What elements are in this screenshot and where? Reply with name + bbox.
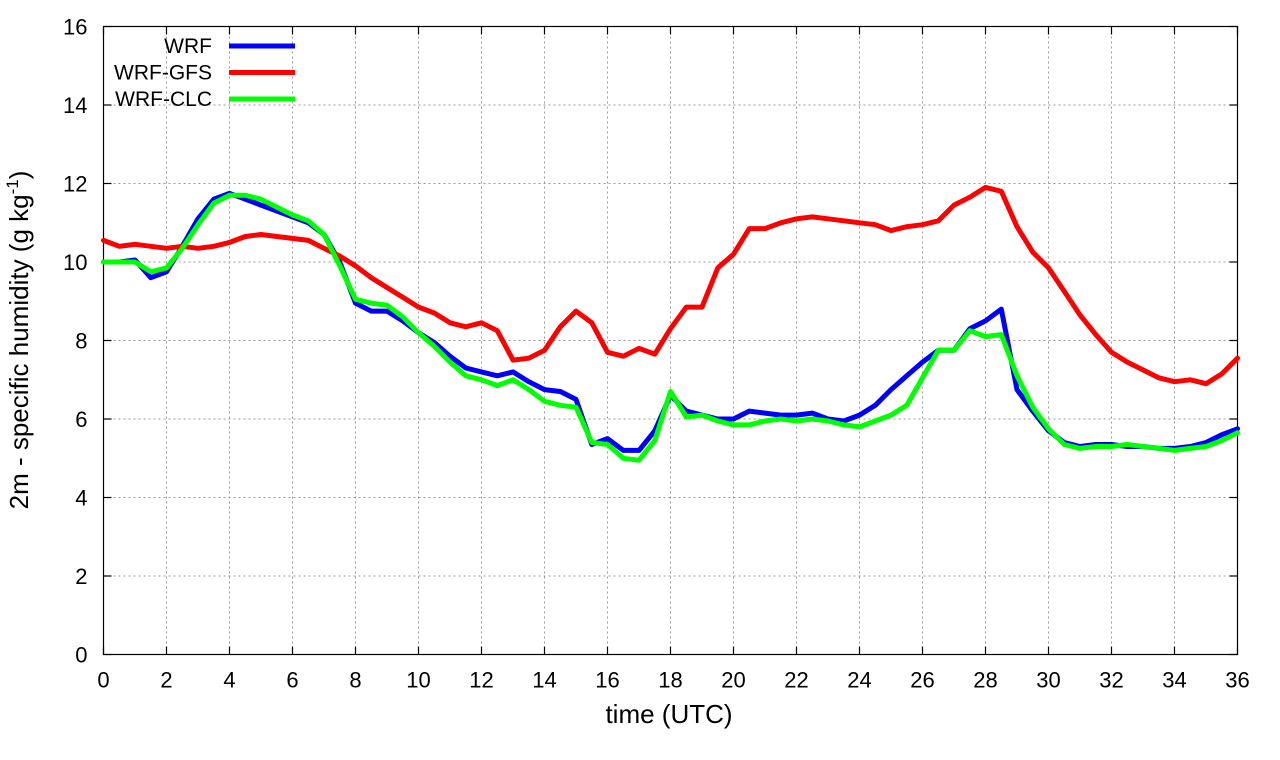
y-tick-label: 12 [63,172,87,197]
x-tick-label: 6 [286,668,298,693]
legend-label: WRF [164,35,212,58]
x-tick-label: 20 [721,668,745,693]
x-tick-label: 12 [469,668,493,693]
x-tick-label: 30 [1036,668,1060,693]
x-tick-label: 0 [97,668,109,693]
x-tick-label: 26 [910,668,934,693]
x-tick-label: 14 [532,668,556,693]
y-axis-title-main: 2m - specific humidity (g kg [4,194,34,509]
y-tick-label: 4 [75,486,87,511]
legend-item-wrf-gfs: WRF-GFS [114,62,295,85]
y-tick-label: 0 [75,643,87,668]
legend: WRF WRF-GFS WRF-CLC [114,35,295,111]
legend-label: WRF-CLC [115,88,212,111]
x-tick-label: 36 [1225,668,1249,693]
x-tick-label: 8 [349,668,361,693]
legend-label: WRF-GFS [114,62,212,85]
x-tick-label: 22 [784,668,808,693]
x-tick-label: 18 [658,668,682,693]
y-tick-label: 14 [63,93,87,118]
x-tick-labels: 0 2 4 6 8 10 12 14 16 18 20 22 24 26 28 30 32 34 36 [97,668,1249,693]
x-tick-label: 24 [847,668,871,693]
grid-lines [104,27,1238,655]
x-tick-label: 34 [1162,668,1186,693]
x-tick-label: 2 [160,668,172,693]
x-tick-label: 16 [595,668,619,693]
y-tick-label: 10 [63,250,87,275]
y-axis-title-superscript: -1 [3,179,22,194]
y-axis-title: 2m - specific humidity (g kg-1) [3,171,34,510]
x-tick-label: 28 [973,668,997,693]
x-tick-label: 32 [1099,668,1123,693]
y-tick-label: 8 [75,329,87,354]
legend-item-wrf-clc: WRF-CLC [115,88,295,111]
y-tick-labels: 0 2 4 6 8 10 12 14 16 [63,15,87,668]
y-tick-label: 16 [63,15,87,40]
x-tick-label: 10 [406,668,430,693]
y-tick-label: 2 [75,564,87,589]
y-tick-label: 6 [75,407,87,432]
y-axis-title-close: ) [4,171,34,180]
x-axis-title: time (UTC) [605,699,732,729]
x-tick-label: 4 [223,668,235,693]
